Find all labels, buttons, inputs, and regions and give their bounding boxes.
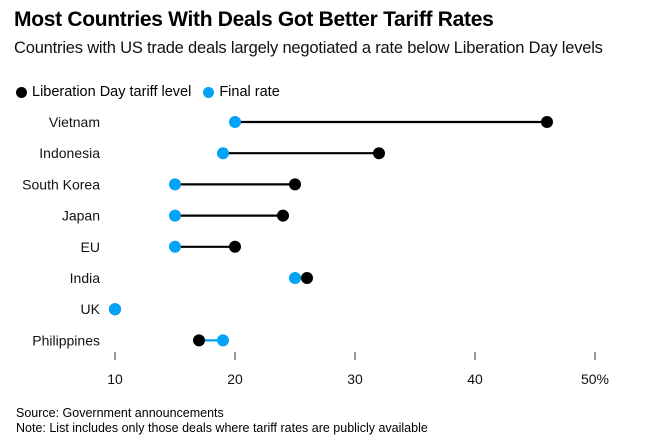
category-label-uk: UK bbox=[81, 301, 101, 317]
point-liberation-day-philippines bbox=[193, 334, 205, 347]
legend-swatch-final-rate bbox=[203, 86, 215, 98]
category-label-eu: EU bbox=[81, 239, 100, 255]
point-final-rate-philippines bbox=[217, 334, 229, 347]
legend-swatch-liberation-day bbox=[16, 86, 27, 98]
point-liberation-day-eu bbox=[229, 240, 241, 253]
x-tick-label-20: 20 bbox=[227, 371, 243, 387]
x-tick-label-50: 50% bbox=[581, 371, 609, 387]
footnote: Note: List includes only those deals whe… bbox=[16, 421, 428, 435]
point-liberation-day-vietnam bbox=[541, 116, 553, 128]
legend-item-liberation-day: Liberation Day tariff level bbox=[16, 84, 191, 100]
legend-label-liberation-day: Liberation Day tariff level bbox=[32, 84, 192, 100]
point-final-rate-indonesia bbox=[217, 147, 229, 160]
point-final-rate-uk bbox=[109, 303, 121, 316]
category-label-indonesia: Indonesia bbox=[39, 145, 100, 161]
point-final-rate-vietnam bbox=[229, 116, 241, 128]
chart-footer: Source: Government announcements Note: L… bbox=[16, 406, 428, 436]
legend-item-final-rate: Final rate bbox=[203, 84, 280, 100]
legend-label-final-rate: Final rate bbox=[219, 84, 280, 100]
category-label-south-korea: South Korea bbox=[22, 176, 100, 192]
point-liberation-day-india bbox=[301, 272, 313, 284]
x-tick-label-30: 30 bbox=[347, 371, 363, 387]
chart-subtitle: Countries with US trade deals largely ne… bbox=[14, 39, 603, 57]
point-final-rate-india bbox=[289, 272, 301, 284]
point-liberation-day-japan bbox=[277, 209, 289, 222]
chart-legend: Liberation Day tariff level Final rate bbox=[16, 84, 292, 100]
category-label-india: India bbox=[70, 270, 101, 286]
point-final-rate-eu bbox=[169, 240, 181, 253]
category-label-vietnam: Vietnam bbox=[49, 114, 100, 130]
point-liberation-day-indonesia bbox=[373, 147, 385, 160]
source-note: Source: Government announcements bbox=[16, 406, 224, 420]
category-label-japan: Japan bbox=[62, 208, 100, 224]
point-final-rate-south-korea bbox=[169, 178, 181, 191]
category-label-philippines: Philippines bbox=[32, 332, 100, 348]
x-tick-label-40: 40 bbox=[467, 371, 483, 387]
x-tick-label-10: 10 bbox=[107, 371, 123, 387]
chart-title: Most Countries With Deals Got Better Tar… bbox=[14, 8, 494, 31]
point-final-rate-japan bbox=[169, 209, 181, 222]
point-liberation-day-south-korea bbox=[289, 178, 301, 191]
